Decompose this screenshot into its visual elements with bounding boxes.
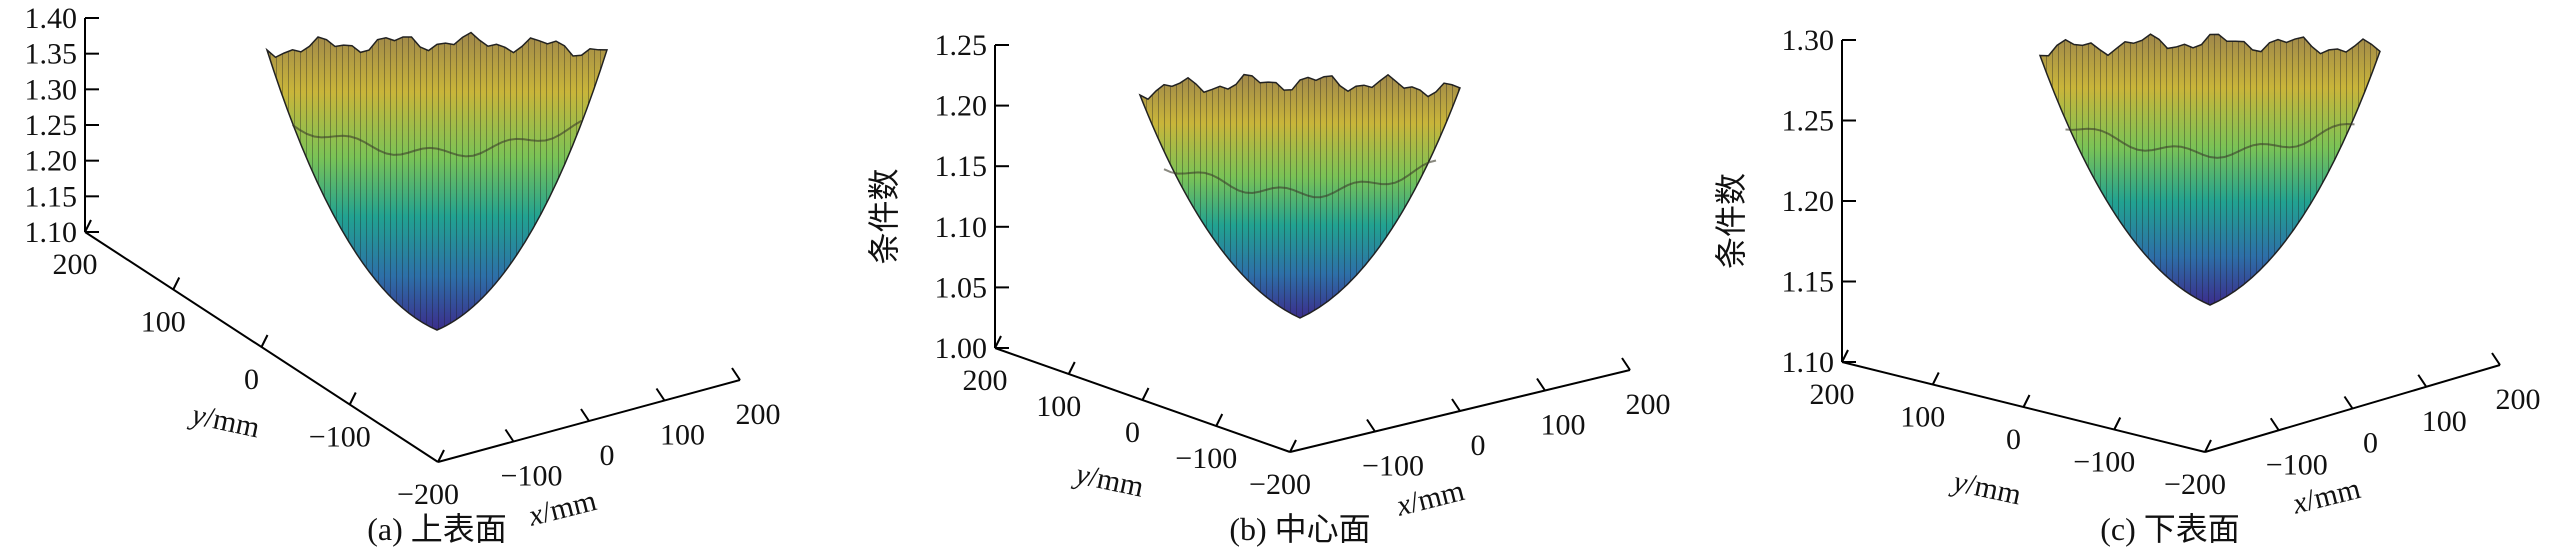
x-tick-mark xyxy=(2417,374,2428,388)
z-tick-label: 1.25 xyxy=(25,109,78,142)
x-tick-label: −100 xyxy=(501,460,563,493)
surface-contour xyxy=(1163,159,1437,199)
z-tick-label: 1.10 xyxy=(1782,346,1835,379)
x-tick-label: −100 xyxy=(2266,448,2328,481)
y-tick-mark xyxy=(1931,372,1940,385)
z-tick-label: 1.05 xyxy=(935,271,988,304)
y-axis-label: y/mm xyxy=(186,397,263,444)
y-tick-label: 200 xyxy=(963,364,1008,397)
y-tick-mark xyxy=(1289,439,1297,453)
panel-caption: (b) 中心面 xyxy=(1229,511,1370,547)
surface-contour xyxy=(2065,122,2355,159)
x-tick-label: 0 xyxy=(1471,429,1486,462)
z-tick-label: 1.40 xyxy=(25,2,78,35)
surface-mesh xyxy=(267,32,607,331)
x-tick-mark xyxy=(1451,398,1461,412)
surface-plot xyxy=(265,31,609,331)
y-tick-mark xyxy=(172,277,181,290)
x-tick-label: 0 xyxy=(600,439,615,472)
surface-contour xyxy=(291,119,583,158)
surface-plot xyxy=(1138,73,1461,319)
z-tick-label: 1.20 xyxy=(935,90,988,123)
z-tick-label: 1.00 xyxy=(935,332,988,365)
x-tick-mark xyxy=(731,367,741,381)
x-tick-mark xyxy=(1366,418,1376,433)
x-tick-label: 100 xyxy=(1541,409,1586,442)
z-tick-label: 1.30 xyxy=(1782,24,1835,57)
y-tick-mark xyxy=(2113,417,2122,430)
x-tick-label: 200 xyxy=(1626,388,1671,421)
z-tick-label: 1.10 xyxy=(25,216,78,249)
panel-2: 1.00 1.05 1.10 1.15 1.20 1.25 条件数 200 100 0 −100 −2… xyxy=(865,29,1671,547)
x-tick-mark xyxy=(1621,357,1631,371)
x-tick-mark xyxy=(504,428,515,443)
y-tick-mark xyxy=(84,219,92,233)
z-tick-label: 1.10 xyxy=(935,211,988,244)
y-tick-label: −100 xyxy=(309,421,371,454)
z-axis-label: 条件数 xyxy=(865,168,903,264)
z-tick-label: 1.20 xyxy=(1782,185,1835,218)
x-tick-label: −100 xyxy=(1362,450,1424,483)
panel-1: 1.101.151.201.251.301.351.40条件数2001000−1… xyxy=(25,2,781,547)
z-axis-label: 条件数 xyxy=(1712,173,1750,269)
x-tick-mark xyxy=(2269,417,2280,431)
y-tick-mark xyxy=(260,334,269,348)
surface-mesh xyxy=(2040,34,2380,305)
x-tick-label: 200 xyxy=(2496,383,2541,416)
x-tick-label: 100 xyxy=(660,419,705,452)
surface-mesh xyxy=(1140,74,1460,318)
y-tick-mark xyxy=(1141,387,1150,401)
z-tick-label: 1.15 xyxy=(25,180,78,213)
z-tick-label: 1.15 xyxy=(1782,266,1835,299)
y-tick-mark xyxy=(994,335,1002,349)
y-tick-label: −200 xyxy=(397,478,459,511)
y-tick-mark xyxy=(437,449,445,463)
y-tick-mark xyxy=(1215,413,1224,427)
y-tick-label: 200 xyxy=(1810,378,1855,411)
z-tick-label: 1.15 xyxy=(935,150,988,183)
y-tick-label: −100 xyxy=(1175,442,1237,475)
y-tick-mark xyxy=(348,392,357,405)
y-tick-label: 0 xyxy=(2006,423,2021,456)
x-tick-label: 200 xyxy=(736,398,781,431)
y-tick-label: 100 xyxy=(1036,390,1081,423)
y-tick-label: −200 xyxy=(2164,468,2226,501)
panel-3: 1.10 1.15 1.20 1.25 1.30 条件数 200 100 0 −100 −200 −1… xyxy=(1712,24,2541,547)
z-tick-label: 1.25 xyxy=(935,29,988,62)
y-tick-label: 0 xyxy=(244,363,259,396)
y-tick-label: 100 xyxy=(141,306,186,339)
panel-caption: (a) 上表面 xyxy=(367,511,507,547)
y-tick-mark xyxy=(2022,394,2031,408)
z-tick-label: 1.35 xyxy=(25,38,78,71)
y-tick-label: −200 xyxy=(1249,468,1311,501)
y-tick-label: −100 xyxy=(2073,446,2135,479)
y-axis-label: y/mm xyxy=(1070,457,1147,504)
x-tick-label: 100 xyxy=(2422,405,2467,438)
y-tick-label: 200 xyxy=(53,248,98,281)
x-tick-mark xyxy=(1536,377,1546,392)
z-tick-label: 1.20 xyxy=(25,145,78,178)
y-axis-label: y/mm xyxy=(1948,464,2025,511)
y-tick-mark xyxy=(1841,349,1849,363)
surface-plot xyxy=(2038,33,2381,306)
x-tick-label: 0 xyxy=(2363,427,2378,460)
x-tick-mark xyxy=(2343,395,2354,410)
y-tick-mark xyxy=(2204,439,2212,453)
y-tick-mark xyxy=(1067,361,1076,375)
panel-caption: (c) 下表面 xyxy=(2100,511,2240,547)
x-tick-mark xyxy=(580,408,590,422)
x-tick-mark xyxy=(655,387,666,402)
z-tick-label: 1.25 xyxy=(1782,105,1835,138)
z-tick-label: 1.30 xyxy=(25,73,78,106)
y-tick-label: 0 xyxy=(1125,416,1140,449)
y-tick-label: 100 xyxy=(1900,401,1945,434)
x-tick-mark xyxy=(2491,352,2501,366)
